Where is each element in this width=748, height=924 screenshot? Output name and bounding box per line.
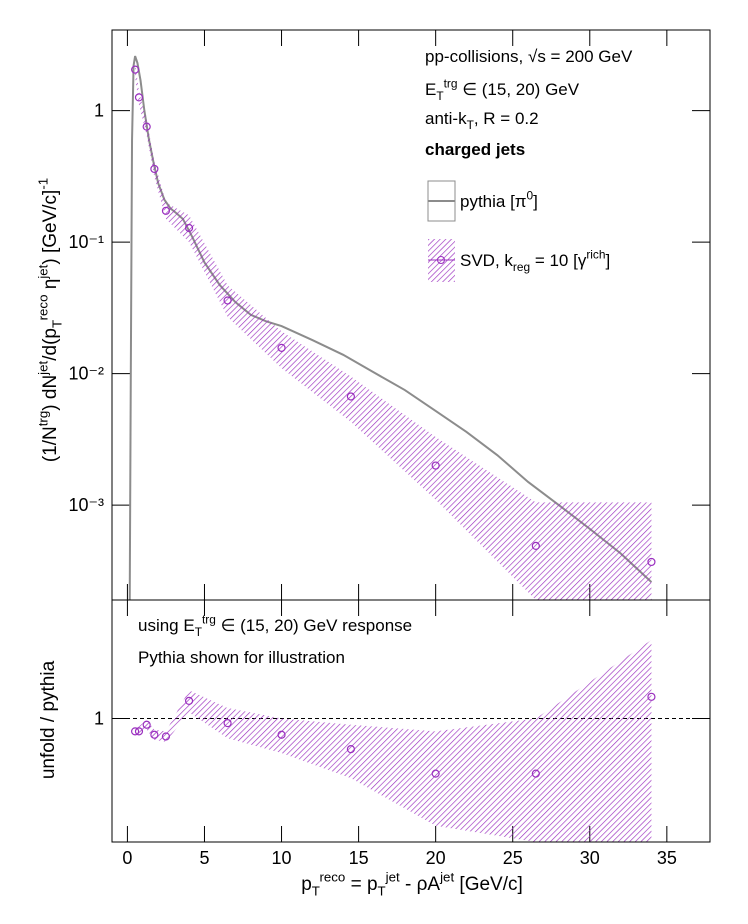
data-point [346,392,355,401]
label-part: = 10 [γ [530,251,587,270]
label: charged jets [425,140,525,159]
label-part: T [378,884,386,899]
label-part: jet [35,360,50,375]
data-point [431,461,440,470]
label-part: ] [606,251,611,270]
label-part: ) dN [40,375,61,411]
y-tick-label: 10⁻³ [68,495,104,515]
label-part: trg [444,76,458,90]
label: unfold / pythia [38,660,59,779]
label: Pythia shown for illustration [138,648,345,667]
x-tick-label: 15 [349,848,369,868]
y-tick-label: 1 [94,101,104,121]
label-part: - ρA [400,874,441,895]
label-part: ) [GeV/c] [40,190,61,265]
label-part: SVD, k [460,251,513,270]
label-part: pythia [π [460,192,527,211]
x-tick-label: 30 [580,848,600,868]
x-tick-label: 5 [199,848,209,868]
data-point [647,557,656,567]
data-point [131,727,140,736]
data-point [531,541,540,550]
data-point [647,692,656,701]
data-point [346,745,355,754]
label-part: T [436,89,443,103]
data-point [184,696,194,706]
label-part: Pythia shown for illustration [138,648,345,667]
label-part: , R = 0.2 [474,109,539,128]
label: ETtrg ∈ (15, 20) GeV [425,76,580,103]
label-part: trg [202,612,216,626]
data-point [131,65,140,74]
data-point [277,343,286,352]
legend-swatch [437,256,445,264]
data-point [161,732,171,741]
label: (1/Ntrg) dNjet/d(pTreco ηjet) [GeV/c]-1 [35,178,64,462]
label-part: ] [533,192,538,211]
label: pTreco = pTjet - ρAjet [GeV/c] [301,869,523,898]
error-band [135,640,652,842]
label-part: rich [586,247,605,261]
label-part: pp-collisions, √s = 200 GeV [425,47,633,66]
plot-area [112,640,710,842]
x-tick-label: 0 [122,848,132,868]
y-tick-label: 10⁻² [68,364,104,384]
label: using ETtrg ∈ (15, 20) GeV response [138,612,412,639]
data-point [431,769,440,778]
label-part: reco [35,295,50,321]
label-part: T [195,625,202,639]
label-part: unfold / pythia [38,660,59,779]
data-point [277,730,286,739]
label-part: jet [35,264,50,279]
label: SVD, kreg = 10 [γrich] [460,247,610,274]
frame [111,599,711,843]
label-part: p [301,874,312,895]
plot-area [128,55,656,600]
label-part: (1/N [40,426,61,462]
label-part: 0 [527,188,534,202]
data-point [150,730,159,739]
x-tick-label: 10 [272,848,292,868]
label: pp-collisions, √s = 200 GeV [425,47,633,66]
label-part: ∈ (15, 20) GeV response [216,616,412,635]
label-part: T [312,884,320,899]
label-part: -1 [35,178,50,190]
label-part: charged jets [425,140,525,159]
label-part: reg [513,260,530,274]
label-part: using E [138,616,195,635]
label-part: ∈ (15, 20) GeV [458,80,580,99]
x-tick-label: 35 [657,848,677,868]
x-tick-label: 20 [426,848,446,868]
label-part: = p [345,874,377,895]
x-tick-label: 25 [503,848,523,868]
data-point [134,727,144,736]
data-point [142,720,151,729]
label-part: trg [35,411,50,427]
data-point [142,122,151,131]
label-part: E [425,80,436,99]
data-point [150,164,159,174]
label-part: η [40,279,61,295]
label-part: jet [439,869,454,884]
label-part: anti-k [425,109,467,128]
label-part: [GeV/c] [454,874,523,895]
error-band [135,63,652,600]
label-part: T [50,320,65,328]
label-part: reco [319,869,345,884]
data-point [223,296,232,305]
label: anti-kT, R = 0.2 [425,109,539,132]
data-point [223,719,232,728]
data-point [184,223,194,233]
label-part: /d(p [40,328,61,361]
label: pythia [π0] [460,188,538,211]
data-point [134,93,144,102]
label-part: T [467,118,474,132]
data-point [531,769,540,778]
y-tick-label: 1 [94,708,104,728]
data-point [161,206,171,215]
y-tick-label: 10⁻¹ [68,232,104,252]
label-part: jet [385,869,400,884]
